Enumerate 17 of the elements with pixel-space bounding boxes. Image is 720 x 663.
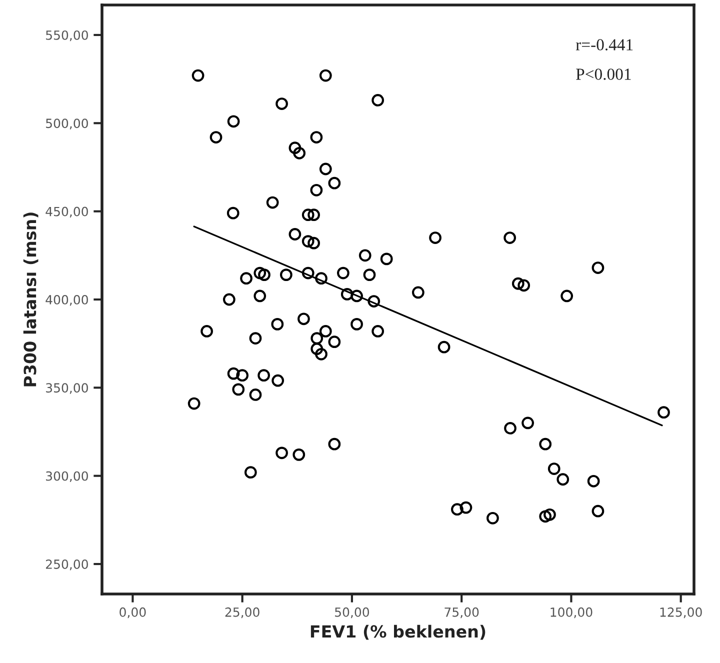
annotation: r=-0.441: [576, 39, 633, 50]
x-tick-label: 50,00: [335, 607, 370, 618]
x-tick-label: 125,00: [660, 607, 702, 618]
annotation: P<0.001: [576, 68, 631, 80]
x-axis-title: FEV1 (% beklenen): [310, 624, 486, 640]
y-tick-label: 450,00: [46, 206, 88, 218]
y-tick-label: 250,00: [46, 559, 88, 570]
x-tick-label: 75,00: [444, 607, 479, 618]
y-tick-label: 550,00: [46, 30, 88, 42]
x-tick-label: 100,00: [550, 607, 592, 618]
x-tick-label: 25,00: [225, 607, 260, 618]
y-tick-label: 300,00: [46, 471, 88, 482]
y-tick-label: 500,00: [46, 118, 88, 130]
y-tick-label: 350,00: [46, 383, 88, 394]
y-axis-title: P300 latansı (msn): [23, 212, 38, 386]
x-tick-label: 0,00: [120, 607, 146, 618]
y-tick-label: 400,00: [46, 294, 88, 306]
